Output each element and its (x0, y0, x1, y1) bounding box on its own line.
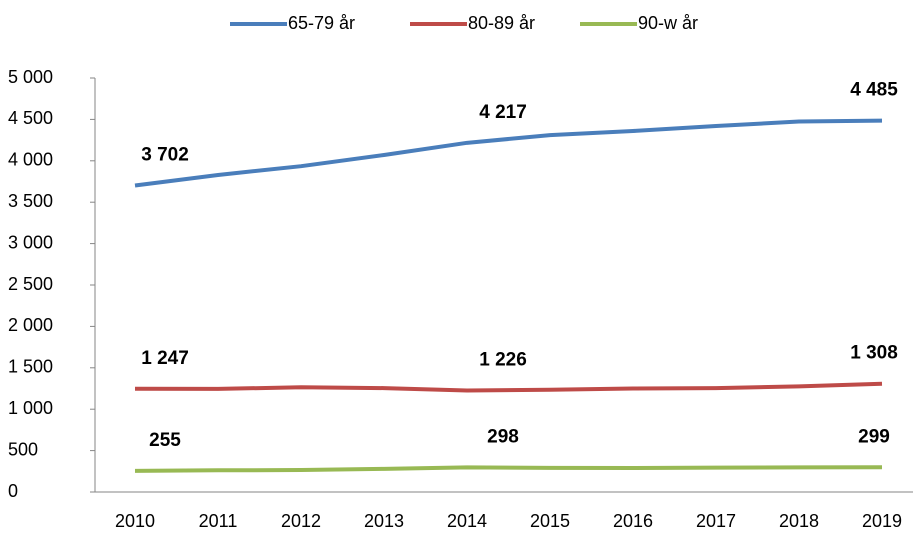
value-label: 1 226 (479, 350, 527, 371)
legend-label: 80-89 år (468, 13, 535, 33)
y-tick-label: 5 000 (8, 67, 53, 87)
x-tick-label: 2019 (862, 511, 902, 531)
value-label: 1 308 (850, 343, 898, 364)
series-line (134, 381, 883, 393)
legend-label: 90-w år (638, 13, 698, 33)
y-tick-label: 1 000 (8, 398, 53, 418)
value-label: 299 (858, 426, 890, 447)
series-line (134, 118, 883, 188)
legend-label: 65-79 år (288, 13, 355, 33)
y-tick-label: 2 000 (8, 315, 53, 335)
series-line (134, 465, 883, 473)
y-tick-label: 4 000 (8, 150, 53, 170)
y-tick-label: 3 000 (8, 232, 53, 252)
value-label: 1 247 (141, 348, 189, 369)
x-tick-label: 2017 (696, 511, 736, 531)
value-label: 3 702 (141, 144, 189, 165)
x-tick-label: 2010 (115, 511, 155, 531)
y-tick-label: 3 500 (8, 191, 53, 211)
y-tick-label: 1 500 (8, 357, 53, 377)
x-tick-label: 2018 (779, 511, 819, 531)
y-tick-label: 2 500 (8, 274, 53, 294)
x-tick-label: 2014 (447, 511, 487, 531)
y-tick-label: 500 (8, 439, 38, 459)
x-tick-label: 2015 (530, 511, 570, 531)
y-tick-label: 4 500 (8, 108, 53, 128)
x-tick-label: 2013 (364, 511, 404, 531)
value-label: 4 485 (850, 80, 898, 101)
x-tick-label: 2011 (199, 511, 238, 531)
x-tick-label: 2016 (613, 511, 653, 531)
value-label: 4 217 (479, 102, 527, 123)
y-tick-label: 0 (8, 481, 18, 501)
value-label: 298 (487, 426, 519, 447)
x-tick-label: 2012 (281, 511, 321, 531)
value-label: 255 (149, 430, 181, 451)
